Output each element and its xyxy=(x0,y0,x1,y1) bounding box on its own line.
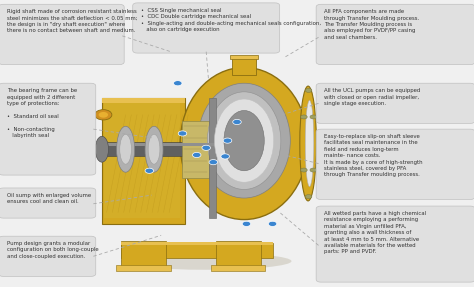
Circle shape xyxy=(95,110,112,120)
Circle shape xyxy=(99,112,108,118)
Text: Oil sump with enlarged volume
ensures cool and clean oil.: Oil sump with enlarged volume ensures co… xyxy=(7,193,91,204)
Ellipse shape xyxy=(95,136,109,162)
Circle shape xyxy=(192,152,201,158)
FancyBboxPatch shape xyxy=(102,98,185,103)
FancyBboxPatch shape xyxy=(182,121,209,178)
Ellipse shape xyxy=(224,110,264,171)
FancyBboxPatch shape xyxy=(316,129,474,199)
Circle shape xyxy=(301,115,307,119)
Circle shape xyxy=(305,195,312,199)
Ellipse shape xyxy=(207,92,281,189)
Text: Rigid shaft made of corrosion resistant stainless
steel minimizes the shaft defl: Rigid shaft made of corrosion resistant … xyxy=(7,9,137,33)
Circle shape xyxy=(233,119,241,125)
Circle shape xyxy=(145,168,154,173)
Text: All PFA components are made
through Transfer Moulding process.
The Transfer Moul: All PFA components are made through Tran… xyxy=(324,9,419,40)
Circle shape xyxy=(223,138,232,143)
Text: Easy-to-replace slip-on shaft sleeve
facilitates seal maintenance in the
field a: Easy-to-replace slip-on shaft sleeve fac… xyxy=(324,134,423,177)
FancyBboxPatch shape xyxy=(316,83,474,123)
Text: •  CSS Single mechanical seal
•  CDC Double cartridge mechanical seal
•  Single-: • CSS Single mechanical seal • CDC Doubl… xyxy=(141,8,321,32)
Ellipse shape xyxy=(120,134,131,164)
Text: Pump design grants a modular
configuration on both long-couple
and close-coupled: Pump design grants a modular configurati… xyxy=(7,241,98,259)
Circle shape xyxy=(221,154,229,159)
Circle shape xyxy=(242,221,251,226)
Ellipse shape xyxy=(145,126,163,172)
Ellipse shape xyxy=(180,67,308,220)
FancyBboxPatch shape xyxy=(116,265,171,271)
FancyBboxPatch shape xyxy=(316,4,474,65)
Ellipse shape xyxy=(300,86,317,201)
FancyBboxPatch shape xyxy=(121,242,273,245)
Circle shape xyxy=(301,168,307,172)
Circle shape xyxy=(209,160,218,165)
FancyBboxPatch shape xyxy=(97,142,258,156)
Ellipse shape xyxy=(305,100,314,187)
FancyBboxPatch shape xyxy=(232,56,256,75)
Ellipse shape xyxy=(94,143,103,156)
FancyBboxPatch shape xyxy=(104,103,180,218)
Circle shape xyxy=(268,221,277,226)
FancyBboxPatch shape xyxy=(97,143,258,146)
Circle shape xyxy=(202,145,210,150)
FancyBboxPatch shape xyxy=(0,188,96,218)
Circle shape xyxy=(305,88,312,92)
FancyBboxPatch shape xyxy=(0,4,124,65)
Ellipse shape xyxy=(214,99,274,182)
Circle shape xyxy=(310,168,317,172)
FancyBboxPatch shape xyxy=(0,83,96,175)
Text: The bearing frame can be
equipped with 2 different
type of protections:

•  Stan: The bearing frame can be equipped with 2… xyxy=(7,88,77,138)
Circle shape xyxy=(310,115,317,119)
FancyBboxPatch shape xyxy=(316,206,474,282)
FancyBboxPatch shape xyxy=(102,98,185,224)
Ellipse shape xyxy=(198,83,290,198)
Ellipse shape xyxy=(121,253,292,270)
Text: All the UCL pumps can be equipped
with closed or open radial impeller,
single st: All the UCL pumps can be equipped with c… xyxy=(324,88,420,106)
FancyBboxPatch shape xyxy=(209,98,216,218)
FancyBboxPatch shape xyxy=(121,241,166,270)
FancyBboxPatch shape xyxy=(121,243,273,258)
FancyBboxPatch shape xyxy=(133,3,280,53)
Ellipse shape xyxy=(148,134,160,164)
Text: All wetted parts have a high chemical
resistance employing a performing
material: All wetted parts have a high chemical re… xyxy=(324,211,426,254)
FancyBboxPatch shape xyxy=(0,236,96,276)
FancyBboxPatch shape xyxy=(216,241,261,270)
Circle shape xyxy=(178,131,187,136)
FancyBboxPatch shape xyxy=(211,265,265,271)
Ellipse shape xyxy=(117,126,135,172)
FancyBboxPatch shape xyxy=(230,55,258,59)
Circle shape xyxy=(173,81,182,86)
